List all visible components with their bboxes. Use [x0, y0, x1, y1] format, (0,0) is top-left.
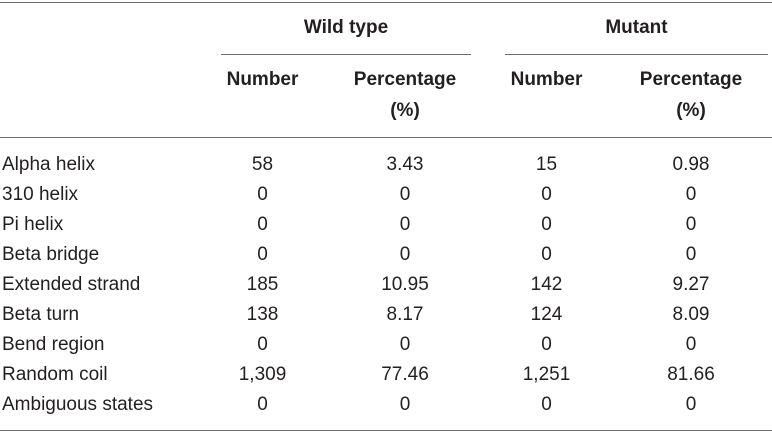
- cell-mut-percentage: 8.09: [672, 304, 710, 325]
- cell-mut-number: 1,251: [522, 364, 571, 385]
- cell-mut-percentage: 0: [685, 394, 697, 415]
- group-header-mutant: Mutant: [605, 17, 668, 38]
- col-header-mut-percentage-line2: (%): [676, 100, 706, 121]
- cell-mut-percentage: 0: [685, 184, 697, 205]
- cell-mut-percentage: 81.66: [667, 364, 715, 385]
- cell-wt-number: 0: [257, 184, 268, 205]
- row-label: Beta bridge: [2, 244, 100, 265]
- table-row: Alpha helix 58 3.43 15 0.98: [0, 150, 772, 180]
- cell-wt-percentage: 10.95: [381, 274, 429, 295]
- table-row: Bend region 0 0 0 0: [0, 330, 772, 360]
- group-header-wild-type: Wild type: [303, 17, 389, 38]
- table-row: Beta turn 138 8.17 124 8.09: [0, 300, 772, 330]
- cell-wt-number: 1,309: [238, 364, 287, 385]
- col-header-wt-percentage-line1: Percentage: [353, 69, 457, 90]
- cell-wt-percentage: 0: [399, 214, 411, 235]
- table-row: 310 helix 0 0 0 0: [0, 180, 772, 210]
- col-header-wt-number: Number: [226, 69, 299, 90]
- row-label: Ambiguous states: [2, 394, 154, 415]
- cell-mut-percentage: 0: [685, 244, 697, 265]
- table-row: Random coil 1,309 77.46 1,251 81.66: [0, 360, 772, 390]
- cell-wt-percentage: 0: [399, 244, 411, 265]
- table-row: Beta bridge 0 0 0 0: [0, 240, 772, 270]
- header-bottom-rule: [0, 137, 772, 138]
- bottom-rule: [0, 430, 772, 431]
- cell-wt-number: 185: [246, 274, 279, 295]
- cell-wt-number: 58: [251, 154, 274, 175]
- row-label: Alpha helix: [2, 154, 95, 175]
- wild-type-group-rule: [221, 54, 471, 55]
- cell-mut-number: 0: [541, 214, 552, 235]
- col-header-wt-percentage: Percentage (%): [338, 64, 472, 126]
- col-header-mut-percentage: Percentage (%): [624, 64, 758, 126]
- cell-wt-number: 0: [257, 214, 268, 235]
- col-header-mut-percentage-line1: Percentage: [639, 69, 743, 90]
- cell-wt-number: 0: [257, 334, 268, 355]
- cell-wt-number: 0: [257, 394, 268, 415]
- col-header-mut-number: Number: [510, 69, 583, 90]
- cell-mut-number: 142: [530, 274, 563, 295]
- table-row: Ambiguous states 0 0 0 0: [0, 390, 772, 420]
- cell-mut-number: 0: [541, 244, 552, 265]
- top-rule: [0, 2, 772, 3]
- cell-mut-number: 0: [541, 184, 552, 205]
- mutant-group-rule: [505, 54, 768, 55]
- cell-wt-percentage: 0: [399, 334, 411, 355]
- cell-mut-number: 124: [530, 304, 563, 325]
- row-label: Bend region: [2, 334, 105, 355]
- cell-mut-percentage: 0: [685, 214, 697, 235]
- cell-mut-number: 0: [541, 334, 552, 355]
- cell-mut-number: 0: [541, 394, 552, 415]
- table-row: Extended strand 185 10.95 142 9.27: [0, 270, 772, 300]
- cell-wt-percentage: 77.46: [381, 364, 429, 385]
- cell-wt-number: 0: [257, 244, 268, 265]
- col-header-wt-percentage-line2: (%): [390, 100, 420, 121]
- row-label: Random coil: [2, 364, 108, 385]
- cell-mut-percentage: 9.27: [672, 274, 710, 295]
- cell-wt-percentage: 3.43: [386, 154, 424, 175]
- cell-wt-percentage: 0: [399, 184, 411, 205]
- row-label: Beta turn: [2, 304, 80, 325]
- table-row: Pi helix 0 0 0 0: [0, 210, 772, 240]
- row-label: Extended strand: [2, 274, 141, 295]
- cell-wt-number: 138: [246, 304, 279, 325]
- cell-mut-number: 15: [535, 154, 558, 175]
- cell-mut-percentage: 0.98: [672, 154, 710, 175]
- row-label: Pi helix: [2, 214, 64, 235]
- cell-wt-percentage: 8.17: [386, 304, 424, 325]
- cell-mut-percentage: 0: [685, 334, 697, 355]
- row-label: 310 helix: [2, 184, 79, 205]
- cell-wt-percentage: 0: [399, 394, 411, 415]
